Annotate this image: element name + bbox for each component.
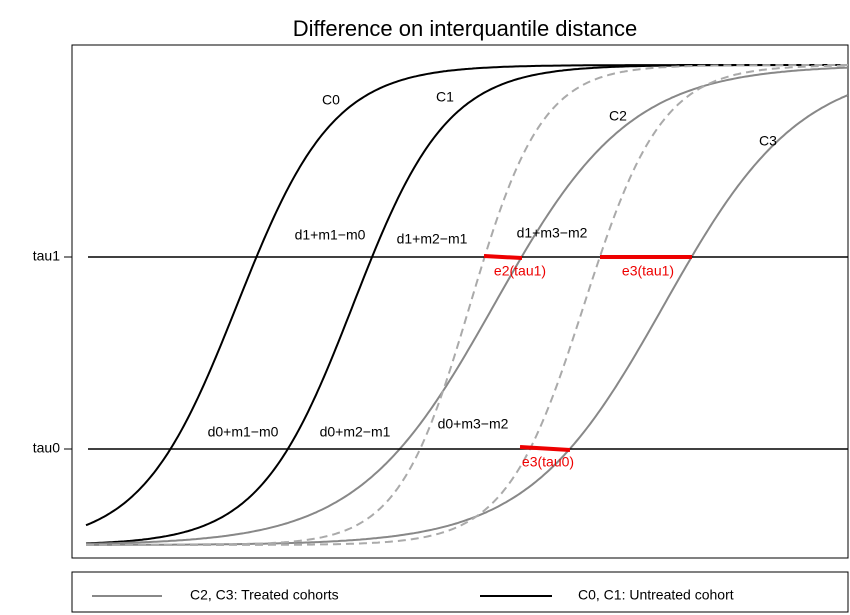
legend-entry: C0, C1: Untreated cohort (578, 587, 734, 603)
red-segment (519, 445, 571, 452)
curves (85, 64, 848, 546)
curve (85, 64, 848, 527)
curve (85, 64, 848, 545)
legend-frame (71, 571, 849, 613)
curve-label: C1 (436, 89, 454, 105)
annotation: d1+m2−m1 (397, 231, 468, 247)
red-segment (483, 254, 523, 260)
red-label: e2(tau1) (494, 263, 546, 279)
title: Difference on interquantile distance (293, 16, 637, 41)
annotation: d1+m1−m0 (295, 227, 366, 243)
red-label: e3(tau0) (522, 454, 574, 470)
annotation: d0+m2−m1 (320, 424, 391, 440)
y-label: tau1 (33, 248, 60, 264)
plot-frame (71, 44, 849, 559)
curve-label: C3 (759, 133, 777, 149)
curve-label: C2 (609, 108, 627, 124)
curve (86, 66, 848, 545)
y-label: tau0 (33, 440, 60, 456)
curve-label: C0 (322, 92, 340, 108)
curve (86, 64, 848, 546)
red-label: e3(tau1) (622, 263, 674, 279)
legend-entry: C2, C3: Treated cohorts (190, 587, 339, 603)
annotation: d0+m1−m0 (208, 424, 279, 440)
curve (86, 94, 848, 546)
annotation: d1+m3−m2 (517, 225, 588, 241)
annotation: d0+m3−m2 (438, 416, 509, 432)
curve (86, 64, 848, 546)
